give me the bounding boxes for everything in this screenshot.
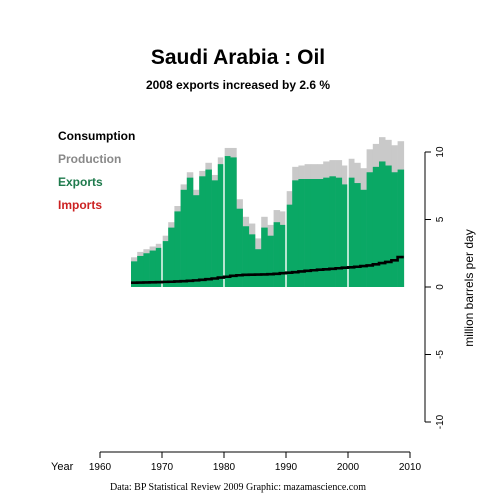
x-axis-label: Year — [51, 461, 74, 473]
exports-bar-1997 — [329, 176, 336, 287]
legend-item-production: Production — [58, 152, 121, 166]
exports-bar-1986 — [261, 227, 268, 287]
y-tick-label: 0 — [435, 284, 446, 290]
x-tick-label: 2010 — [399, 462, 422, 473]
exports-bar-1977 — [205, 169, 212, 287]
exports-bar-2000 — [348, 177, 355, 287]
exports-bar-1999 — [341, 184, 349, 287]
exports-bar-1978 — [211, 180, 219, 287]
exports-bar-1975 — [193, 195, 200, 287]
x-tick-label: 1990 — [275, 462, 298, 473]
exports-bar-2001 — [354, 183, 361, 287]
exports-bar-1995 — [317, 179, 324, 287]
y-tick-label: -5 — [435, 350, 446, 359]
exports-bar-1985 — [255, 249, 262, 287]
exports-bar-1976 — [199, 176, 206, 287]
exports-bar-1989 — [279, 224, 287, 287]
exports-bar-1996 — [323, 177, 330, 287]
exports-bar-2006 — [385, 165, 392, 287]
exports-bar-1994 — [310, 179, 318, 287]
legend-item-imports: Imports — [58, 198, 102, 212]
exports-bar-1991 — [292, 180, 299, 287]
exports-bar-2008 — [397, 169, 405, 287]
exports-bar-1971 — [168, 227, 175, 287]
exports-bar-1992 — [298, 179, 305, 287]
y-axis: -10 -5 0 5 10 — [424, 146, 446, 429]
exports-bar-1967 — [143, 253, 150, 287]
exports-bar-1990 — [286, 204, 293, 287]
chart-subtitle: 2008 exports increased by 2.6 % — [146, 78, 330, 92]
x-tick-label: 2000 — [337, 462, 360, 473]
y-axis-label: million barrels per day — [462, 229, 476, 346]
exports-bar-1988 — [273, 222, 281, 287]
exports-bar-1984 — [248, 234, 256, 287]
exports-bar-1979 — [217, 164, 225, 287]
exports-bar-1968 — [149, 250, 157, 287]
exports-bar-1974 — [186, 177, 194, 287]
exports-bar-1973 — [180, 189, 188, 287]
exports-bar-2002 — [360, 189, 367, 287]
exports-bar-1982 — [236, 208, 243, 287]
exports-bar-1993 — [304, 179, 312, 287]
exports-bar-1966 — [137, 255, 144, 287]
exports-bar-2004 — [372, 166, 380, 287]
exports-bar-1981 — [230, 157, 237, 287]
exports-bar-1983 — [242, 226, 250, 287]
exports-bar-2003 — [366, 172, 374, 287]
consumption-line — [131, 255, 404, 284]
exports-bar-1998 — [335, 177, 343, 287]
exports-bar-1972 — [174, 211, 181, 287]
y-tick-label: 5 — [435, 216, 446, 222]
exports-bar-1965 — [131, 261, 138, 287]
legend: Consumption Production Exports Imports — [58, 129, 135, 212]
x-tick-label: 1970 — [151, 462, 174, 473]
x-tick-label: 1980 — [213, 462, 236, 473]
y-tick-label: -10 — [435, 414, 446, 429]
legend-item-consumption: Consumption — [58, 129, 135, 143]
chart-title: Saudi Arabia : Oil — [151, 46, 325, 69]
legend-item-exports: Exports — [58, 175, 103, 189]
exports-bar-2007 — [391, 172, 398, 287]
exports-bar-1970 — [162, 241, 169, 287]
x-axis: 1960 1970 1980 1990 2000 2010 — [89, 451, 422, 473]
exports-bar-1987 — [267, 235, 274, 287]
exports-bar-2005 — [379, 161, 386, 287]
plot-area — [131, 137, 405, 287]
source-note: Data: BP Statistical Review 2009 Graphic… — [110, 482, 366, 493]
y-tick-label: 10 — [435, 146, 446, 158]
x-tick-label: 1960 — [89, 462, 112, 473]
exports-bar-1980 — [224, 156, 231, 287]
exports-bar-1969 — [155, 247, 163, 287]
